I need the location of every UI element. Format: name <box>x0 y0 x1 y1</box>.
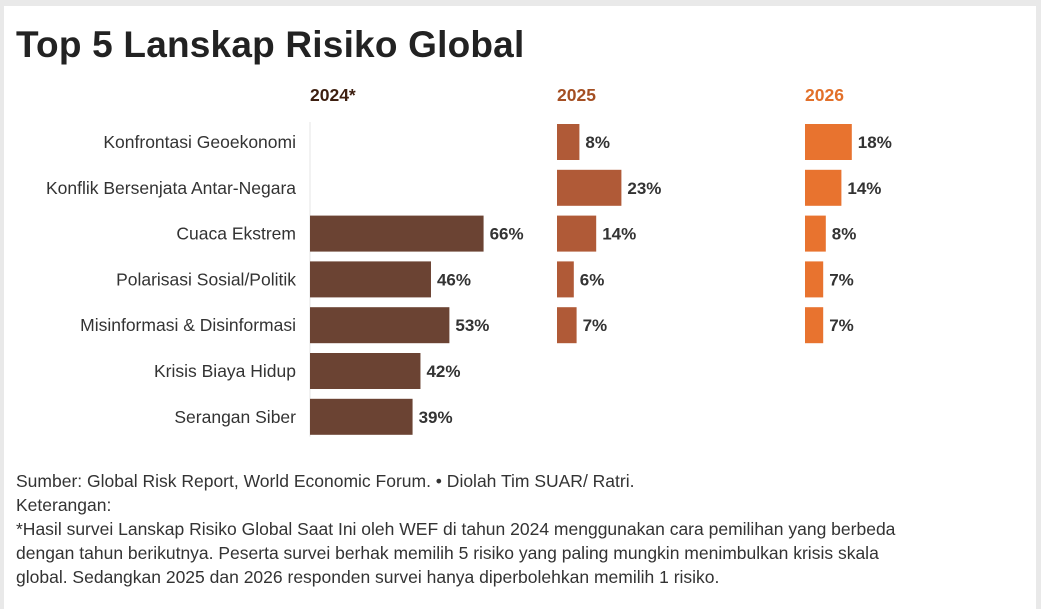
note-line: *Hasil survei Lanskap Risiko Global Saat… <box>16 519 896 539</box>
data-label: 6% <box>580 270 605 289</box>
bar <box>557 124 580 160</box>
data-label: 66% <box>490 225 524 244</box>
series-header: 2025 <box>557 85 596 105</box>
bar <box>805 261 824 298</box>
chart-title: Top 5 Lanskap Risiko Global <box>16 24 525 65</box>
data-label: 39% <box>419 408 453 427</box>
bar <box>805 124 852 160</box>
footer: Sumber: Global Risk Report, World Econom… <box>16 469 1016 589</box>
bar <box>557 169 622 206</box>
data-label: 23% <box>627 179 661 198</box>
note-line: global. Sedangkan 2025 dan 2026 responde… <box>16 567 720 587</box>
note-line: dengan tahun berikutnya. Peserta survei … <box>16 543 879 563</box>
bar <box>557 215 597 252</box>
bar <box>310 307 450 344</box>
category-label: Konflik Bersenjata Antar-Negara <box>46 178 296 198</box>
data-label: 14% <box>847 179 881 198</box>
category-label: Konfrontasi Geoekonomi <box>103 132 296 152</box>
category-label: Serangan Siber <box>174 407 296 427</box>
source-note: Sumber: Global Risk Report, World Econom… <box>16 471 635 491</box>
data-label: 7% <box>829 270 854 289</box>
series-header: 2026 <box>805 85 844 105</box>
bar <box>557 261 574 298</box>
category-label: Krisis Biaya Hidup <box>154 361 296 381</box>
bar <box>805 169 842 206</box>
bar <box>310 398 413 435</box>
bar <box>310 261 431 298</box>
bar <box>310 215 484 252</box>
category-label: Polarisasi Sosial/Politik <box>116 269 296 289</box>
series-header: 2024* <box>310 85 356 105</box>
chart-card: Top 5 Lanskap Risiko Global Konfrontasi … <box>4 6 1036 609</box>
bar <box>310 353 421 389</box>
data-label: 8% <box>832 225 857 244</box>
category-label: Cuaca Ekstrem <box>176 224 296 244</box>
data-label: 18% <box>858 133 892 152</box>
data-label: 42% <box>426 362 460 381</box>
category-label: Misinformasi & Disinformasi <box>80 315 296 335</box>
note-label: Keterangan: <box>16 495 112 515</box>
data-label: 53% <box>455 316 489 335</box>
bar <box>805 307 824 344</box>
bar-chart: Konfrontasi Geoekonomi Konflik Bersenjata… <box>46 85 892 437</box>
data-label: 8% <box>585 133 610 152</box>
data-label: 46% <box>437 270 471 289</box>
data-label: 7% <box>829 316 854 335</box>
data-label: 7% <box>583 316 608 335</box>
bar <box>557 307 577 344</box>
data-label: 14% <box>602 225 636 244</box>
bar <box>805 215 826 252</box>
